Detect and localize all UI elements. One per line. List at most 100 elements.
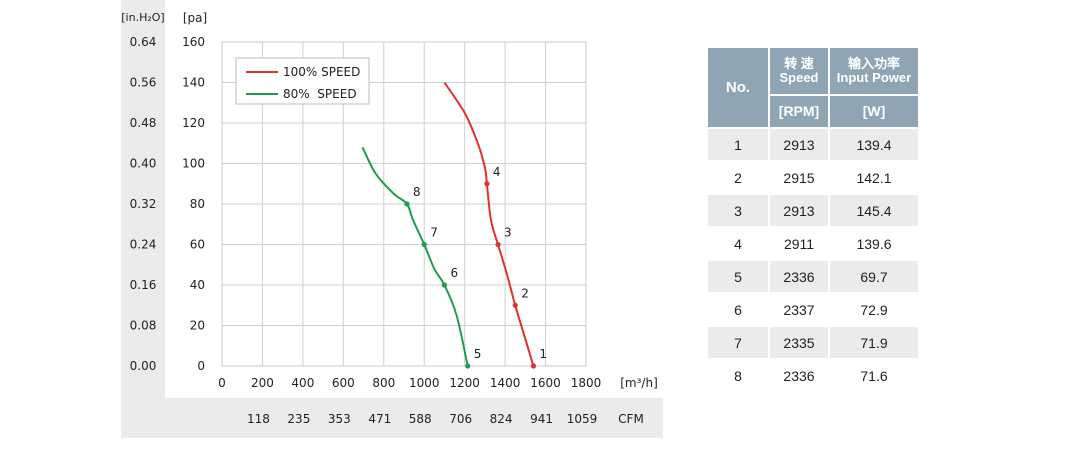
cell-no: 4 — [708, 228, 770, 261]
data-point-label: 8 — [413, 185, 421, 199]
y-tick-label: 60 — [190, 238, 205, 252]
col-header-speed-unit: [RPM] — [770, 96, 830, 129]
col-header-speed-cn: 转 速 — [784, 56, 814, 72]
x-tick-label: 1000 — [409, 376, 440, 390]
spec-table: No. 转 速 Speed 输入功率 Input Power [RPM] [W]… — [708, 48, 918, 393]
y-tick-label: 20 — [190, 319, 205, 333]
cell-rpm: 2336 — [770, 360, 830, 393]
cell-rpm: 2913 — [770, 195, 830, 228]
data-point — [465, 363, 471, 369]
cell-no: 8 — [708, 360, 770, 393]
x-axis-label: [m³/h] — [620, 376, 658, 390]
y-tick-label: 80 — [190, 197, 205, 211]
col-header-speed: 转 速 Speed — [770, 48, 830, 96]
data-point-label: 1 — [539, 347, 547, 361]
cell-rpm: 2335 — [770, 327, 830, 360]
cell-power: 69.7 — [830, 261, 918, 294]
y-tick-label: 0 — [197, 359, 205, 373]
legend-box — [235, 57, 370, 105]
y-tick-label-inh2o: 0.40 — [130, 157, 157, 171]
y-axis-label-inh2o: [in.H₂O] — [121, 11, 164, 24]
cell-power: 72.9 — [830, 294, 918, 327]
y-tick-label-inh2o: 0.32 — [130, 197, 157, 211]
y-tick-label-inh2o: 0.24 — [130, 238, 157, 252]
cfm-axis-label: CFM — [618, 412, 644, 426]
cell-no: 1 — [708, 129, 770, 162]
series-line — [361, 146, 469, 367]
cell-power: 145.4 — [830, 195, 918, 228]
y-axis-label: [pa] — [183, 11, 207, 25]
col-header-speed-en: Speed — [779, 70, 819, 85]
y-tick-label-inh2o: 0.64 — [130, 35, 157, 49]
left-axis-band — [121, 0, 165, 438]
cell-no: 2 — [708, 162, 770, 195]
data-point — [512, 302, 518, 308]
y-tick-label-inh2o: 0.08 — [130, 319, 157, 333]
cfm-tick-label: 235 — [287, 412, 310, 426]
data-point — [495, 241, 501, 248]
cell-rpm: 2336 — [770, 261, 830, 294]
chart-svg: 0204060801001201401600.000.080.160.240.3… — [121, 0, 663, 438]
legend-label: 100% SPEED — [283, 65, 360, 79]
y-tick-label-inh2o: 0.48 — [130, 116, 157, 130]
cfm-tick-label: 1059 — [567, 412, 598, 426]
col-header-power-unit: [W] — [830, 96, 918, 129]
data-point-label: 5 — [474, 347, 482, 361]
data-point-label: 3 — [504, 226, 512, 240]
col-header-no: No. — [708, 48, 770, 129]
table-row: 8 2336 71.6 — [708, 360, 918, 393]
y-tick-label: 160 — [182, 35, 205, 49]
legend-label: 80% SPEED — [283, 87, 357, 101]
cfm-tick-label: 118 — [247, 412, 270, 426]
x-tick-label: 600 — [332, 376, 355, 390]
cfm-axis-band — [121, 398, 663, 438]
x-tick-label: 400 — [291, 376, 314, 390]
data-point — [404, 201, 410, 207]
data-point — [441, 282, 448, 288]
cell-no: 5 — [708, 261, 770, 294]
cfm-tick-label: 824 — [490, 412, 513, 426]
cell-no: 3 — [708, 195, 770, 228]
cell-rpm: 2913 — [770, 129, 830, 162]
table-row: 5 2336 69.7 — [708, 261, 918, 294]
col-header-power-en: Input Power — [836, 70, 912, 85]
cfm-tick-label: 471 — [368, 412, 391, 426]
table-row: 3 2913 145.4 — [708, 195, 918, 228]
data-point — [530, 363, 537, 369]
cell-power: 71.9 — [830, 327, 918, 360]
data-point — [421, 241, 427, 248]
x-tick-label: 1200 — [449, 376, 480, 390]
x-tick-label: 1800 — [571, 376, 602, 390]
x-tick-label: 800 — [372, 376, 395, 390]
y-tick-label-inh2o: 0.00 — [130, 359, 157, 373]
data-point-label: 4 — [493, 165, 501, 179]
table-row: 6 2337 72.9 — [708, 294, 918, 327]
cell-rpm: 2337 — [770, 294, 830, 327]
data-point-label: 6 — [450, 266, 458, 280]
cell-power: 139.6 — [830, 228, 918, 261]
series-line — [443, 81, 535, 367]
cfm-tick-label: 588 — [409, 412, 432, 426]
cfm-tick-label: 353 — [328, 412, 351, 426]
cell-no: 6 — [708, 294, 770, 327]
y-tick-label: 140 — [182, 76, 205, 90]
fan-performance-chart: 0 20 40 60 80 100 120 140 160 0.00 0.08 0.16 0.24 0.3… — [121, 0, 663, 438]
col-header-power-cn: 输入功率 — [847, 56, 900, 72]
cfm-tick-label: 941 — [530, 412, 553, 426]
cell-power: 71.6 — [830, 360, 918, 393]
cell-power: 139.4 — [830, 129, 918, 162]
table-row: 4 2911 139.6 — [708, 228, 918, 261]
x-tick-label: 0 — [218, 376, 226, 390]
data-point-label: 7 — [430, 226, 438, 240]
x-tick-label: 1600 — [530, 376, 561, 390]
y-tick-label: 100 — [182, 157, 205, 171]
x-tick-label: 1400 — [490, 376, 521, 390]
cfm-tick-label: 706 — [449, 412, 472, 426]
cell-no: 7 — [708, 327, 770, 360]
table-row: 2 2915 142.1 — [708, 162, 918, 195]
y-tick-label: 120 — [182, 116, 205, 130]
y-tick-label-inh2o: 0.16 — [130, 278, 157, 292]
y-tick-label: 40 — [190, 278, 205, 292]
data-point — [484, 181, 490, 187]
cell-power: 142.1 — [830, 162, 918, 195]
